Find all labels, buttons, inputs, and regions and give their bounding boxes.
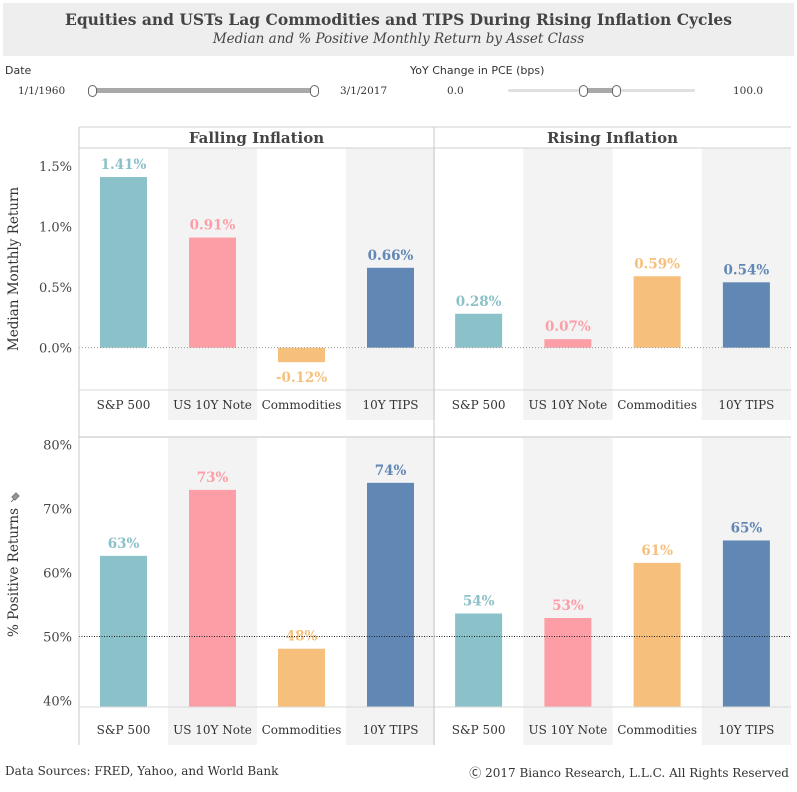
bar <box>189 489 236 707</box>
x-category-label: 10Y TIPS <box>362 398 418 412</box>
x-category-label: Commodities <box>262 723 342 737</box>
x-category-label: S&P 500 <box>97 723 151 737</box>
y-tick-label: 1.5% <box>39 160 72 175</box>
x-category-label: Commodities <box>617 723 697 737</box>
bar <box>633 276 681 348</box>
bar <box>544 617 592 707</box>
x-category-label: 10Y TIPS <box>362 723 418 737</box>
bar <box>100 555 147 707</box>
data-label: 0.28% <box>456 294 502 310</box>
data-label: 54% <box>463 593 495 609</box>
y-axis-title: Median Monthly Return <box>6 187 22 352</box>
data-label: -0.12% <box>276 370 327 386</box>
panel-header-rising: Rising Inflation <box>547 129 678 147</box>
pin-icon <box>10 492 20 503</box>
x-category-label: Commodities <box>617 398 697 412</box>
date-start-value: 1/1/1960 <box>18 85 66 97</box>
data-label: 0.66% <box>368 248 414 264</box>
y-tick-label: 60% <box>43 567 72 582</box>
date-end-value: 3/1/2017 <box>340 85 388 97</box>
bar <box>455 613 503 707</box>
pce-min-value: 0.0 <box>447 85 464 97</box>
bar <box>367 267 414 348</box>
date-slider-end-handle[interactable] <box>310 85 319 97</box>
bar <box>633 562 681 707</box>
x-category-label: Commodities <box>262 398 342 412</box>
y-tick-label: 50% <box>43 631 72 646</box>
data-label: 1.41% <box>101 157 147 173</box>
x-category-label: US 10Y Note <box>528 398 607 412</box>
category-band <box>523 148 613 420</box>
data-label: 61% <box>641 543 673 559</box>
date-filter-label: Date <box>5 64 32 77</box>
data-label: 0.54% <box>724 262 770 278</box>
bar <box>722 540 770 707</box>
bar <box>367 482 414 707</box>
data-label: 74% <box>375 463 407 479</box>
x-category-label: S&P 500 <box>452 398 506 412</box>
x-category-label: US 10Y Note <box>173 723 252 737</box>
pce-filter-label: YoY Change in PCE (bps) <box>410 64 545 77</box>
y-tick-label: 0.5% <box>39 281 72 296</box>
bar <box>100 177 147 348</box>
data-sources: Data Sources: FRED, Yahoo, and World Ban… <box>5 764 279 778</box>
data-label: 53% <box>552 598 584 614</box>
chart-title: Equities and USTs Lag Commodities and TI… <box>65 10 732 29</box>
date-slider-start-handle[interactable] <box>88 85 97 97</box>
bar <box>278 648 325 707</box>
bar <box>455 313 503 348</box>
copyright: Ⓒ 2017 Bianco Research, L.L.C. All Right… <box>469 766 789 780</box>
data-label: 0.07% <box>545 319 591 335</box>
data-label: 73% <box>197 470 229 486</box>
y-tick-label: 70% <box>43 502 72 517</box>
date-slider-range <box>92 88 314 93</box>
bar <box>189 237 236 348</box>
chart-subtitle: Median and % Positive Monthly Return by … <box>212 31 585 47</box>
data-label: 65% <box>731 520 763 536</box>
x-category-label: 10Y TIPS <box>718 398 774 412</box>
x-category-label: US 10Y Note <box>173 398 252 412</box>
y-tick-label: 40% <box>43 695 72 710</box>
data-label: 63% <box>108 536 140 552</box>
pce-slider-start-handle[interactable] <box>578 85 588 97</box>
x-category-label: S&P 500 <box>97 398 151 412</box>
y-tick-label: 1.0% <box>39 221 72 236</box>
y-axis-title: % Positive Returns <box>6 508 22 637</box>
data-label: 0.59% <box>634 256 680 272</box>
x-category-label: US 10Y Note <box>528 723 607 737</box>
title-band: Equities and USTs Lag Commodities and TI… <box>3 3 794 56</box>
panel-header-falling: Falling Inflation <box>189 129 324 147</box>
bar <box>544 339 592 348</box>
bar <box>278 347 325 363</box>
pce-slider-range <box>582 88 617 93</box>
bar <box>722 282 770 348</box>
data-label: 0.91% <box>190 218 236 234</box>
pce-max-value: 100.0 <box>733 85 764 97</box>
x-category-label: 10Y TIPS <box>718 723 774 737</box>
y-tick-label: 0.0% <box>39 342 72 357</box>
pce-slider-end-handle[interactable] <box>612 85 622 97</box>
x-category-label: S&P 500 <box>452 723 506 737</box>
y-tick-label: 80% <box>43 438 72 453</box>
